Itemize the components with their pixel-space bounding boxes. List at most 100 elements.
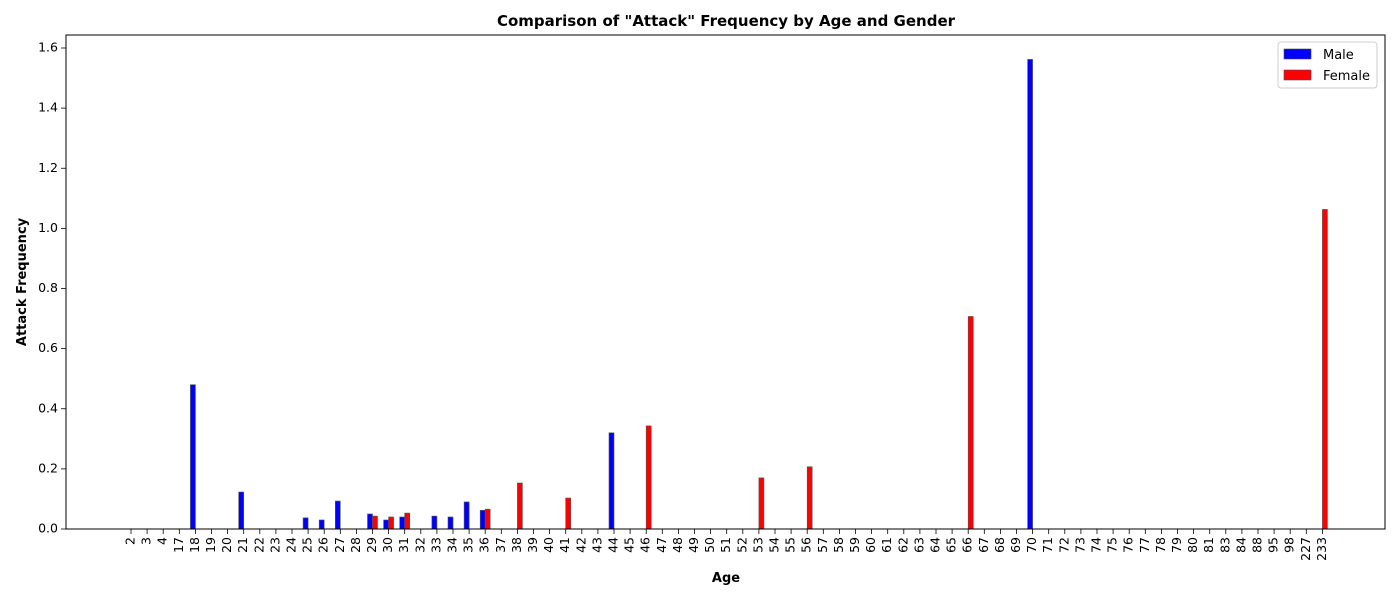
x-tick-label: 95 (1266, 537, 1281, 553)
x-tick-label: 4 (155, 537, 170, 545)
x-tick-label: 41 (557, 537, 572, 553)
legend-label-male: Male (1323, 48, 1354, 63)
x-tick-label: 81 (1201, 537, 1216, 553)
bar-male-age-29 (367, 513, 373, 530)
x-tick-label: 29 (364, 537, 379, 553)
x-tick-label: 77 (1137, 537, 1152, 553)
x-tick-label: 51 (718, 537, 733, 553)
x-tick-label: 3 (139, 537, 154, 545)
bar-female-age-38 (517, 482, 523, 530)
x-tick-label: 35 (461, 537, 476, 553)
x-tick-label: 33 (428, 537, 443, 553)
y-tick-label: 0.0 (38, 521, 58, 536)
y-tick-label: 1.2 (38, 160, 58, 175)
bar-female-age-53 (758, 477, 765, 530)
chart-title: Comparison of "Attack" Frequency by Age … (497, 12, 956, 30)
y-ticks: 0.0 0.2 0.4 0.6 0.8 1.0 1.2 1.4 1.6 (38, 40, 66, 536)
x-tick-label: 47 (654, 537, 669, 553)
bar-female-age-46 (645, 425, 652, 530)
bar-female-age-66 (967, 316, 974, 530)
x-ticks: 2 3 4 17 18 19 20 21 22 23 24 25 26 27 28 29 30 31 32 33 34 3… (123, 529, 1329, 561)
x-tick-label: 38 (509, 537, 524, 553)
x-tick-label: 18 (187, 537, 202, 553)
x-tick-label: 17 (171, 537, 186, 553)
legend: Male Female (1277, 41, 1378, 89)
x-tick-label: 52 (734, 537, 749, 553)
x-tick-label: 34 (445, 537, 460, 553)
x-tick-label: 45 (622, 537, 637, 553)
x-tick-label: 44 (606, 537, 621, 553)
bar-male-age-33 (431, 515, 438, 530)
y-axis-label: Attack Frequency (15, 217, 30, 346)
plot-frame (65, 34, 1386, 530)
bar-male-age-44 (608, 432, 615, 530)
x-tick-label: 227 (1298, 537, 1313, 561)
x-tick-label: 40 (541, 537, 556, 553)
legend-swatch-male (1283, 48, 1312, 60)
y-tick-label: 1.0 (38, 220, 58, 235)
x-tick-label: 48 (670, 537, 685, 553)
x-tick-label: 26 (316, 537, 331, 553)
x-tick-label: 19 (203, 537, 218, 553)
legend-swatch-female (1283, 69, 1312, 81)
bar-male-age-35 (463, 501, 470, 530)
bar-male-age-36 (479, 510, 486, 530)
x-tick-label: 65 (944, 537, 959, 553)
x-tick-label: 36 (477, 537, 492, 553)
x-tick-label: 49 (686, 537, 701, 553)
x-tick-label: 39 (525, 537, 540, 553)
x-tick-label: 23 (267, 537, 282, 553)
x-tick-label: 68 (992, 537, 1007, 553)
bar-male-age-21 (238, 491, 244, 530)
x-tick-label: 24 (284, 537, 299, 553)
x-tick-label: 37 (493, 537, 508, 553)
x-tick-label: 59 (847, 537, 862, 553)
x-tick-label: 75 (1105, 537, 1120, 553)
x-tick-label: 71 (1040, 537, 1055, 553)
x-tick-label: 20 (219, 537, 234, 553)
bar-female-age-41 (565, 497, 572, 530)
bar-male-age-18 (190, 384, 196, 530)
bar-female-age-233 (1322, 209, 1328, 530)
x-tick-label: 80 (1185, 537, 1200, 553)
x-tick-label: 22 (251, 537, 266, 553)
x-tick-label: 78 (1153, 537, 1168, 553)
x-tick-label: 233 (1314, 537, 1329, 561)
x-tick-label: 67 (976, 537, 991, 553)
y-tick-label: 0.2 (38, 460, 58, 475)
x-tick-label: 53 (750, 537, 765, 553)
x-tick-label: 84 (1233, 537, 1248, 553)
x-tick-label: 64 (928, 537, 943, 553)
bar-female-age-31 (404, 512, 411, 530)
x-tick-label: 88 (1250, 537, 1265, 553)
x-tick-label: 98 (1282, 537, 1297, 553)
y-tick-label: 0.4 (38, 400, 58, 415)
x-tick-label: 21 (235, 537, 250, 553)
x-tick-label: 83 (1217, 537, 1232, 553)
x-tick-label: 2 (123, 537, 138, 545)
bar-male-age-31 (399, 516, 406, 530)
bars-layer (190, 59, 1328, 530)
x-tick-label: 73 (1072, 537, 1087, 553)
x-tick-label: 60 (863, 537, 878, 553)
x-tick-label: 43 (589, 537, 604, 553)
x-tick-label: 76 (1121, 537, 1136, 553)
x-tick-label: 56 (799, 537, 814, 553)
x-tick-label: 69 (1008, 537, 1023, 553)
y-tick-label: 0.6 (38, 340, 58, 355)
x-tick-label: 50 (702, 537, 717, 553)
x-tick-label: 63 (911, 537, 926, 553)
bar-female-age-30 (388, 516, 394, 530)
x-tick-label: 74 (1089, 537, 1104, 553)
y-tick-label: 1.4 (38, 100, 58, 115)
x-tick-label: 66 (960, 537, 975, 553)
x-tick-label: 55 (783, 537, 798, 553)
x-tick-label: 27 (332, 537, 347, 553)
x-tick-label: 54 (767, 537, 782, 553)
x-tick-label: 32 (412, 537, 427, 553)
x-tick-label: 46 (638, 537, 653, 553)
x-tick-label: 58 (831, 537, 846, 553)
bar-female-age-56 (806, 466, 813, 530)
bar-female-age-29 (372, 515, 378, 530)
